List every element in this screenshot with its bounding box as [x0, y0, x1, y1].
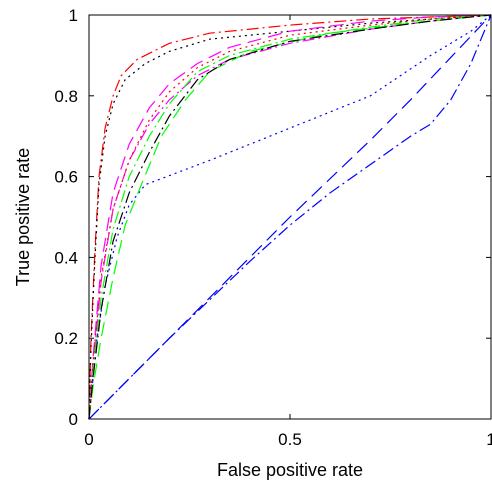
roc-curve-9 [88, 14, 492, 420]
roc-curve-10 [88, 14, 492, 420]
y-tick-label: 0.4 [54, 248, 78, 267]
x-tick-label: 0 [84, 430, 93, 449]
y-tick-label: 1 [69, 6, 78, 25]
y-axis-label: True positive rate [13, 148, 33, 286]
axis-ticks: 0 0.5 1 0 0.2 0.4 0.6 0.8 1 [54, 6, 492, 449]
roc-curve-5 [88, 14, 492, 420]
x-tick-label: 0.5 [278, 430, 302, 449]
x-axis-label: False positive rate [217, 460, 363, 480]
y-tick-label: 0.2 [54, 329, 78, 348]
y-tick-label: 0.6 [54, 168, 78, 187]
y-tick-label: 0.8 [54, 87, 78, 106]
y-tick-label: 0 [69, 410, 78, 429]
roc-curve-11 [88, 14, 492, 420]
roc-curve-8 [88, 14, 492, 420]
roc-curves [88, 14, 492, 420]
roc-curve-3 [88, 14, 492, 420]
x-tick-label: 1 [486, 430, 492, 449]
roc-curve-7 [88, 14, 492, 420]
roc-curve-2 [88, 14, 492, 420]
roc-curve-1 [88, 14, 492, 420]
